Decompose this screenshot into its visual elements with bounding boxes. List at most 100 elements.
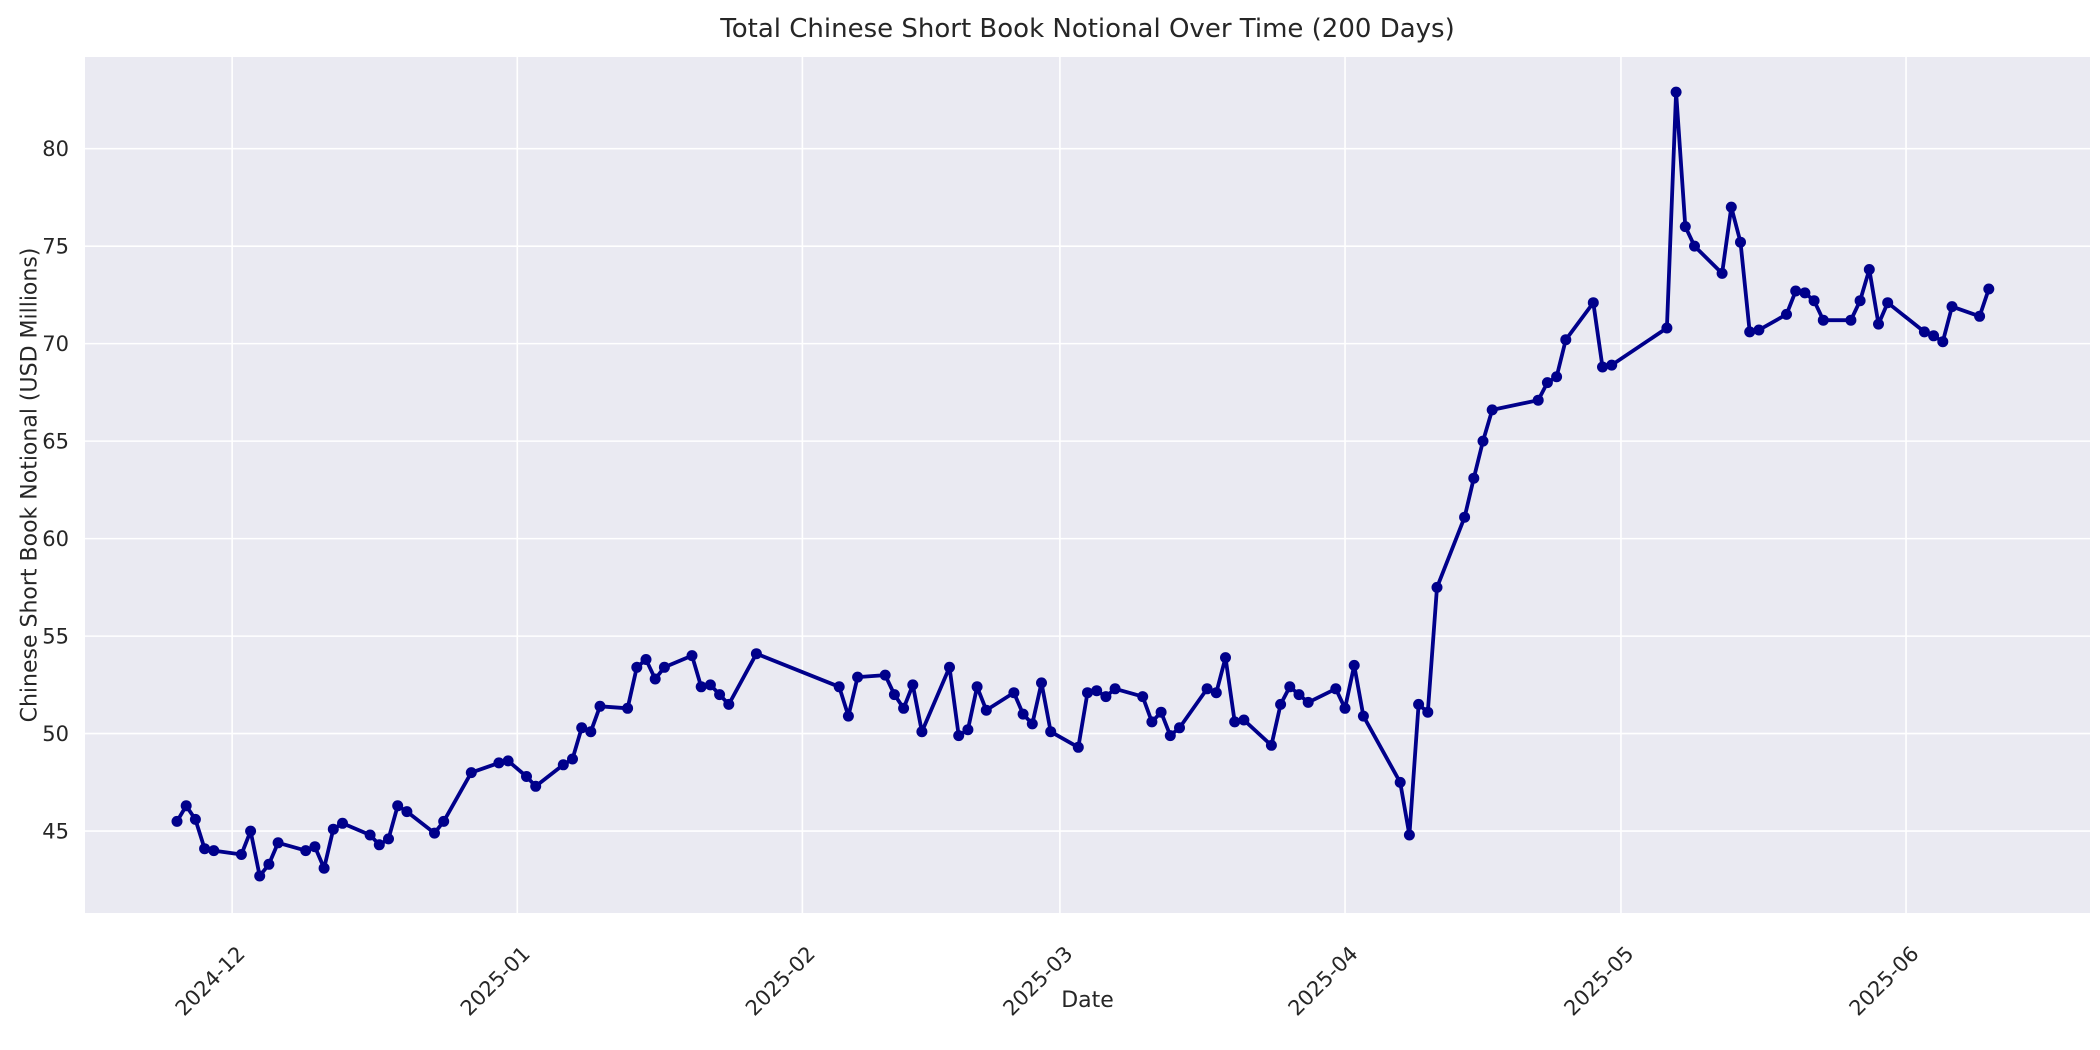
data-point [879,669,891,681]
x-axis-label: Date [1061,988,1114,1013]
data-point [686,650,698,662]
data-point [254,870,266,882]
data-point [1679,221,1691,233]
data-point [1983,283,1995,295]
data-point [916,726,928,738]
data-point [493,757,505,769]
data-point [1716,267,1728,279]
y-tick-label: 65 [42,430,69,454]
data-point [373,839,385,851]
data-point [1026,718,1038,730]
data-point [1744,326,1756,338]
data-point [1265,739,1277,751]
data-point [1293,689,1305,701]
data-point [1854,295,1866,307]
data-point [576,722,588,734]
data-point [1808,295,1820,307]
data-point [1670,86,1682,98]
data-point [1753,324,1765,336]
data-point [300,845,312,857]
data-point [1799,287,1811,299]
data-point [1045,726,1057,738]
data-point [1863,264,1875,275]
data-point [1431,581,1443,593]
data-point [1946,301,1958,313]
data-point [1109,683,1121,695]
data-point [898,702,910,714]
data-point [888,689,900,701]
data-point [1882,297,1894,309]
data-point [189,813,201,825]
data-point [1790,285,1802,297]
data-point [1091,685,1103,697]
data-point [1597,361,1608,373]
data-point [1928,330,1940,342]
data-point [1587,297,1599,309]
data-point [1606,359,1618,371]
data-point [1008,687,1020,699]
data-point [622,702,634,714]
data-point [1735,236,1746,248]
data-point [658,661,670,673]
data-point [1459,511,1471,523]
data-point [1560,334,1572,346]
data-point [235,849,247,860]
data-point [1551,371,1563,383]
y-tick-label: 80 [42,137,69,161]
data-point [1100,691,1112,703]
data-point [1403,829,1415,841]
data-point [1137,691,1149,703]
data-point [502,755,514,767]
data-point [1413,698,1425,710]
y-tick-label: 70 [42,332,69,356]
data-point [695,681,707,693]
data-point [1330,683,1342,695]
data-point [567,753,578,765]
data-point [521,771,532,782]
data-point [1532,394,1544,406]
data-point [1845,314,1857,326]
data-point [429,827,440,839]
data-point [833,681,845,693]
data-point [1486,404,1498,416]
data-point [1036,677,1047,689]
data-point [640,654,652,665]
data-point [171,815,183,827]
data-point [318,862,330,874]
data-point [907,679,919,691]
data-point [392,800,404,812]
data-point [714,689,726,701]
data-point [649,673,661,685]
data-point [750,648,762,660]
data-point [1302,696,1314,708]
data-point [842,710,854,722]
data-point [1937,336,1949,348]
data-point [1238,714,1250,726]
data-point [1348,659,1360,671]
data-point [585,726,597,738]
data-point [465,767,477,779]
data-point [1477,435,1489,447]
data-point [1229,716,1241,728]
data-point [1817,314,1829,326]
data-point [327,823,339,835]
data-point [1873,318,1884,330]
data-point [971,681,983,693]
data-point [309,841,321,853]
data-point [1541,377,1553,389]
data-point [1468,472,1480,484]
data-point [1210,687,1222,699]
data-point [199,843,211,855]
data-point [337,817,348,829]
data-point [953,730,965,742]
data-point [1155,706,1167,718]
data-point [263,858,275,870]
data-point [383,833,394,845]
axes-background [85,57,2090,913]
data-point [1082,687,1093,699]
data-point [980,704,992,716]
data-point [1661,322,1673,334]
data-point [245,825,257,837]
data-point [1725,201,1737,213]
